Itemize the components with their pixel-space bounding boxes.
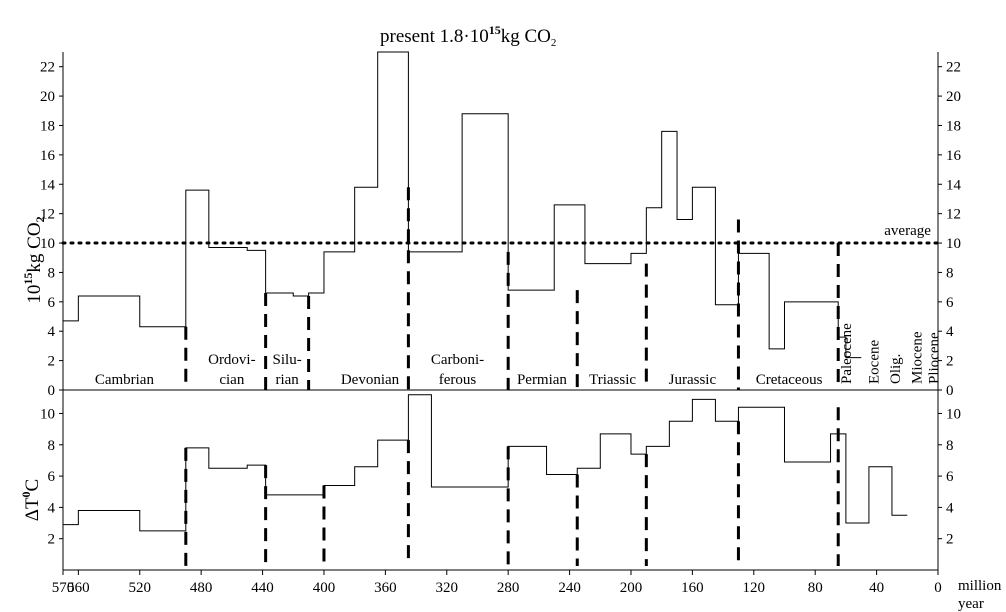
bottom-y-tick-label-right: 4 (946, 500, 954, 516)
bottom-y-tick-label-right: 8 (946, 438, 954, 454)
top-y-tick-label-left: 12 (40, 207, 55, 223)
top-y-tick-label-right: 2 (946, 354, 954, 370)
co2-series-line (63, 51, 862, 359)
x-tick-label: 240 (558, 580, 581, 596)
bottom-y-tick-label-left: 6 (48, 469, 56, 485)
period-label: Cambrian (95, 372, 155, 388)
bottom-y-tick-label-left: 8 (48, 438, 56, 454)
period-label-line2: rian (275, 372, 299, 388)
top-y-tick-label-right: 0 (946, 383, 954, 399)
bottom-y-tick-label-right: 2 (946, 532, 954, 548)
average-label: average (884, 223, 931, 239)
top-y-tick-label-right: 20 (946, 89, 961, 105)
period-label: Jurassic (669, 372, 717, 388)
bottom-y-tick-label-right: 6 (946, 469, 954, 485)
top-y-tick-label-right: 14 (946, 177, 962, 193)
top-y-tick-label-left: 6 (48, 295, 56, 311)
bottom-y-tick-label-left: 10 (40, 406, 55, 422)
bottom-y-tick-label-right: 10 (946, 406, 961, 422)
top-y-tick-label-right: 12 (946, 207, 961, 223)
x-tick-label: 480 (190, 580, 213, 596)
top-y-tick-label-right: 22 (946, 60, 961, 76)
top-y-tick-label-right: 16 (946, 148, 962, 164)
top-y-tick-label-left: 20 (40, 89, 55, 105)
top-y-tick-label-left: 22 (40, 60, 55, 76)
top-y-tick-label-left: 18 (40, 118, 55, 134)
top-y-tick-label-right: 18 (946, 118, 961, 134)
top-y-tick-label-left: 4 (48, 324, 56, 340)
x-tick-label: 440 (251, 580, 274, 596)
x-tick-label: 400 (313, 580, 336, 596)
period-label-line2: ferous (439, 372, 477, 388)
top-y-tick-label-left: 16 (40, 148, 56, 164)
temperature-series-line (63, 394, 908, 532)
period-label: Devonian (341, 372, 400, 388)
period-label: Olig. (888, 354, 904, 384)
top-y-tick-label-left: 14 (40, 177, 56, 193)
top-y-tick-label-right: 4 (946, 324, 954, 340)
x-tick-label: 80 (808, 580, 823, 596)
top-y-axis-label: 1015kg CO2 (21, 216, 47, 303)
bottom-y-tick-label-left: 4 (48, 500, 56, 516)
x-tick-label: 200 (620, 580, 643, 596)
top-y-tick-label-right: 8 (946, 265, 954, 281)
x-tick-label: 120 (743, 580, 766, 596)
period-label: Triassic (589, 372, 636, 388)
top-y-tick-label-left: 10 (40, 236, 55, 252)
x-tick-label: 160 (681, 580, 704, 596)
x-tick-label: 0 (934, 580, 942, 596)
bottom-y-axis-label: ΔT0C (19, 479, 43, 522)
x-unit-label: million year (958, 578, 1005, 612)
x-tick-label: 570 (52, 580, 75, 596)
period-label: Permian (517, 372, 567, 388)
bottom-y-tick-label-left: 2 (48, 532, 56, 548)
period-label: Cretaceous (756, 372, 823, 388)
x-tick-label: 560 (67, 580, 90, 596)
top-y-tick-label-right: 6 (946, 295, 954, 311)
x-tick-label: 360 (374, 580, 397, 596)
period-label-line1: Ordovi- (208, 352, 256, 368)
top-y-tick-label-right: 10 (946, 236, 961, 252)
period-label: Miocene (910, 331, 926, 384)
x-tick-label: 320 (436, 580, 459, 596)
period-label: Paleocene (839, 323, 855, 384)
x-tick-label: 280 (497, 580, 520, 596)
chart-title: present 1.8·1015kg CO2 (380, 23, 556, 49)
period-label: Eocene (867, 340, 883, 384)
period-label: Pliocene (926, 332, 942, 384)
top-y-tick-label-left: 0 (48, 383, 56, 399)
top-y-tick-label-left: 8 (48, 265, 56, 281)
x-tick-label: 40 (869, 580, 884, 596)
x-tick-label: 520 (129, 580, 152, 596)
top-y-tick-label-left: 2 (48, 354, 56, 370)
period-label-line1: Carboni- (431, 352, 484, 368)
period-label-line1: Silu- (273, 352, 302, 368)
period-label-line2: cian (219, 372, 244, 388)
